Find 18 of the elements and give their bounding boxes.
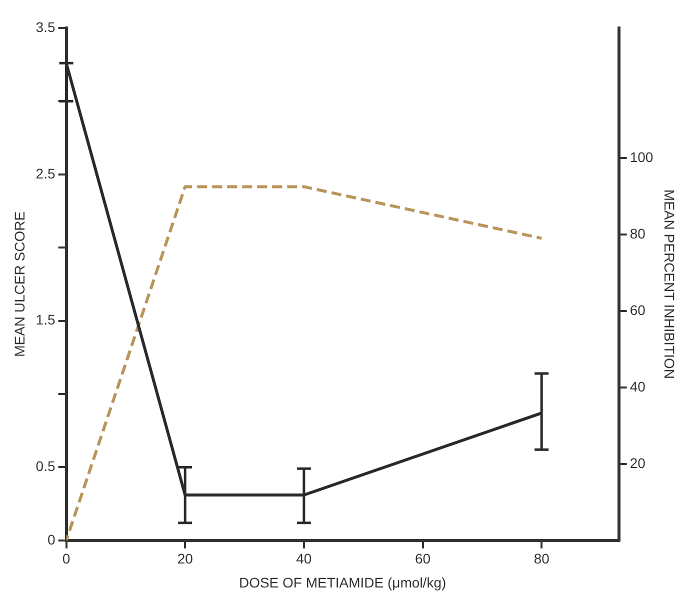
y2-axis-title: MEAN PERCENT INHIBITION	[662, 189, 678, 379]
y-tick-label: 0	[47, 531, 56, 548]
x-tick-label: 80	[534, 550, 550, 567]
x-tick-label: 0	[62, 550, 70, 567]
x-tick-label: 20	[177, 550, 194, 567]
y-axis-title: MEAN ULCER SCORE	[11, 211, 28, 357]
y-tick-label: 3.5	[36, 18, 56, 35]
y-tick-label: 2.5	[36, 165, 56, 182]
x-tick-label: 40	[296, 550, 312, 567]
y2-tick-label: 40	[630, 378, 646, 394]
y-tick-label: 1.5	[36, 312, 56, 328]
y2-tick-label: 60	[630, 302, 646, 318]
y2-tick-label: 20	[630, 454, 646, 471]
y-tick-label: 0.5	[36, 458, 56, 474]
y2-tick-label: 80	[630, 225, 646, 242]
y2-tick-label: 100	[630, 148, 654, 165]
x-tick-label: 60	[414, 550, 431, 567]
x-axis-title: DOSE OF METIAMIDE (μmol/kg)	[238, 574, 446, 590]
